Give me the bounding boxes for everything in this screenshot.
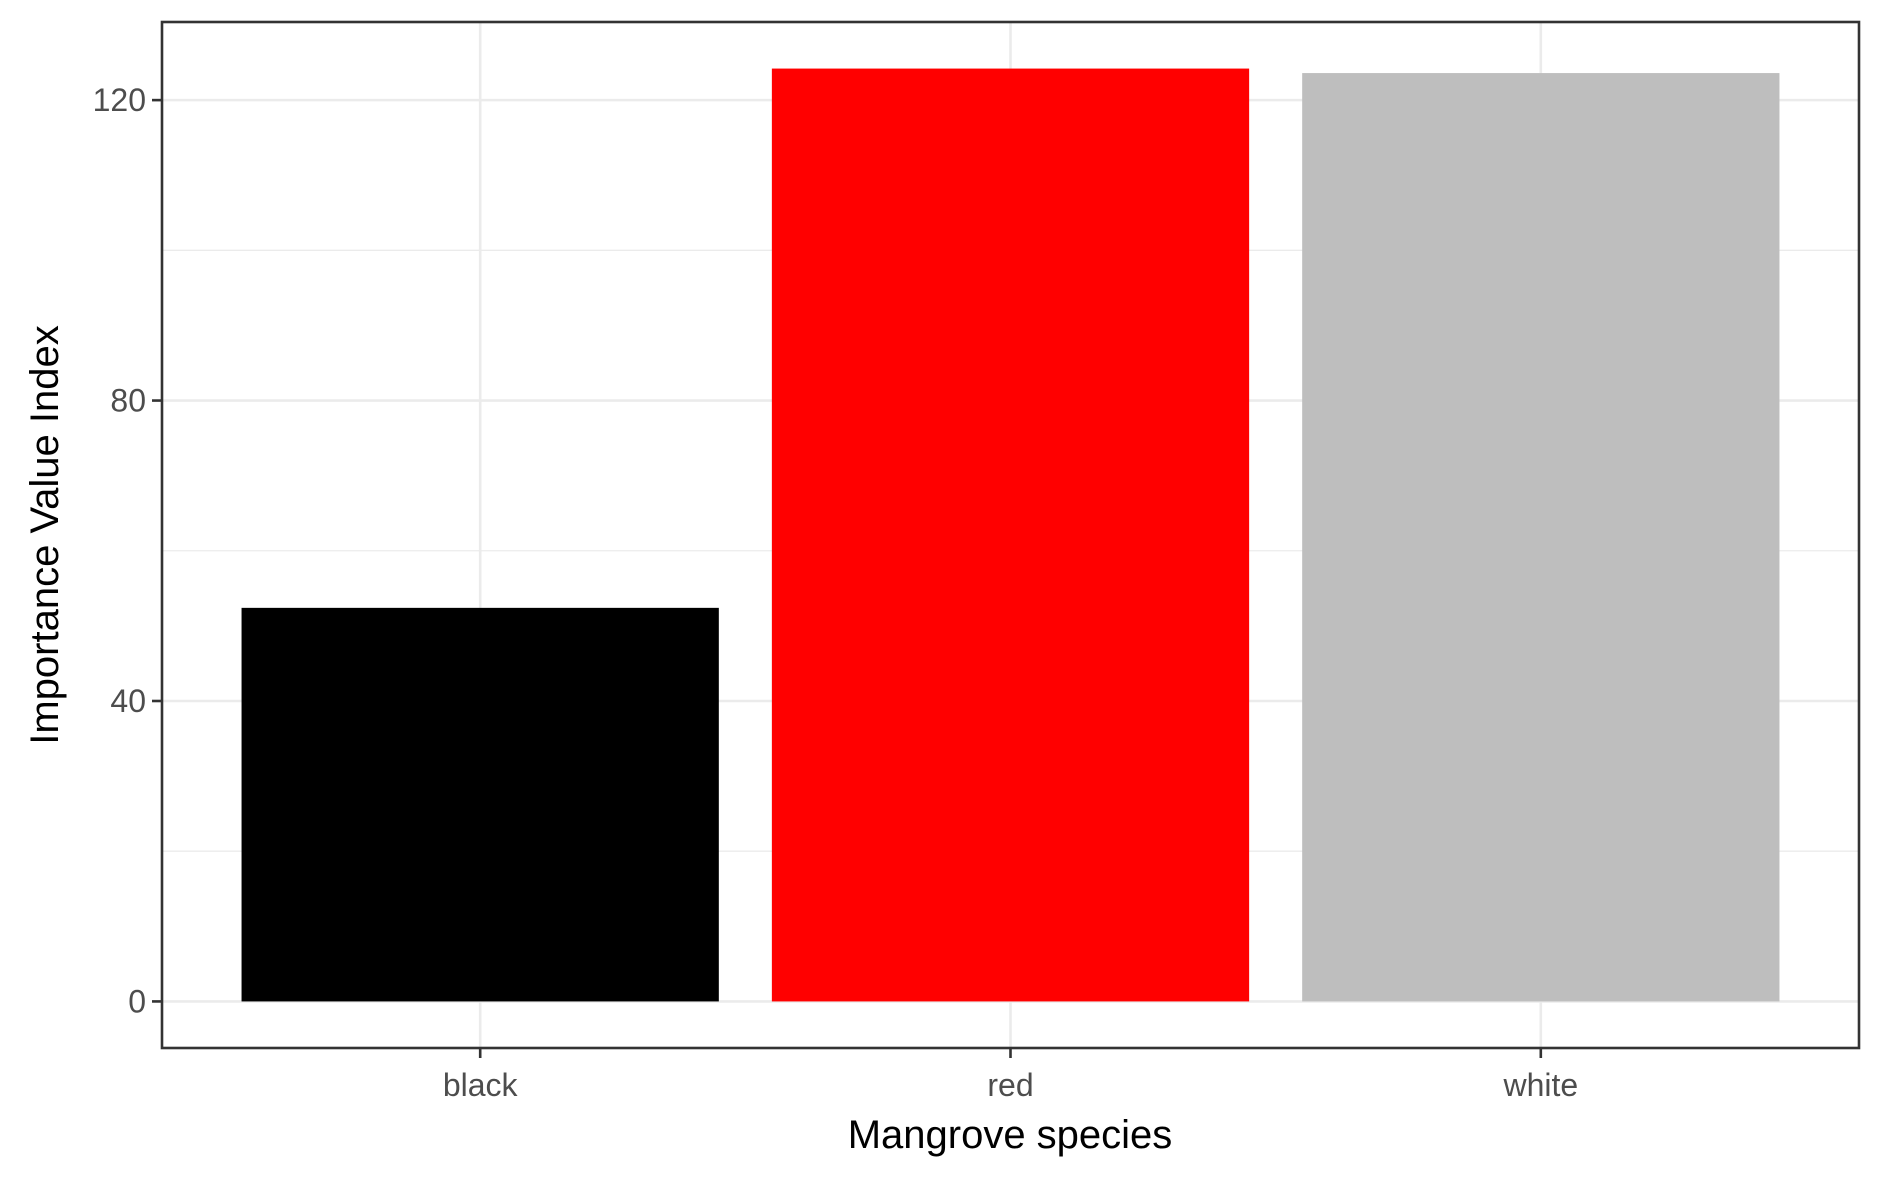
axis-ticks: 0 40 80 120 black red white — [93, 82, 1579, 1103]
x-tick-label-white: white — [1502, 1067, 1578, 1103]
bar-white — [1302, 73, 1780, 1002]
x-axis-title: Mangrove species — [848, 1113, 1173, 1157]
x-tick-label-red: red — [987, 1067, 1033, 1103]
bars — [241, 68, 1780, 1002]
y-axis-title: Importance Value Index — [23, 325, 67, 745]
bar-red — [771, 68, 1250, 1002]
x-tick-label-black: black — [443, 1067, 519, 1103]
bar-black — [241, 607, 719, 1002]
y-tick-label: 40 — [110, 683, 146, 719]
y-tick-label: 120 — [93, 82, 146, 118]
y-tick-label: 0 — [128, 983, 146, 1019]
y-tick-label: 80 — [110, 383, 146, 419]
